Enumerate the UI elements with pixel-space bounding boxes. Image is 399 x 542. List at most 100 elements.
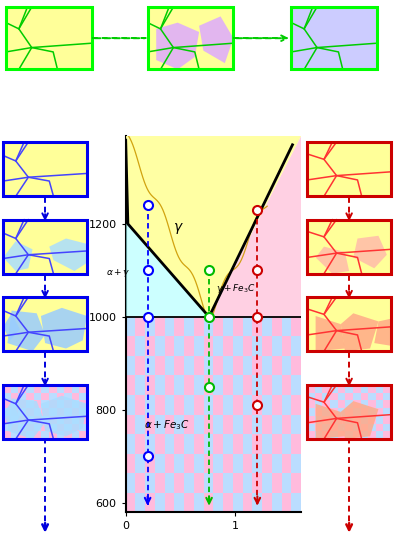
Bar xyxy=(145,376,155,395)
Bar xyxy=(184,376,194,395)
Bar xyxy=(26,385,34,392)
Bar xyxy=(18,431,26,439)
Bar xyxy=(307,220,391,274)
Bar xyxy=(155,376,165,395)
Bar xyxy=(272,434,282,454)
Bar xyxy=(155,473,165,493)
Bar xyxy=(135,493,145,512)
Bar xyxy=(368,431,376,439)
Bar xyxy=(57,392,64,401)
Bar xyxy=(174,415,184,434)
Bar xyxy=(165,434,174,454)
Polygon shape xyxy=(41,396,87,436)
Bar xyxy=(204,356,213,376)
Bar xyxy=(272,337,282,356)
Bar xyxy=(330,423,338,431)
Bar xyxy=(145,356,155,376)
Bar xyxy=(155,356,165,376)
Bar xyxy=(34,401,41,408)
Bar xyxy=(165,454,174,473)
Bar xyxy=(307,142,391,196)
Bar xyxy=(345,401,353,408)
Bar xyxy=(135,473,145,493)
Bar xyxy=(307,416,315,423)
Bar xyxy=(383,408,391,416)
Bar xyxy=(223,434,233,454)
Bar xyxy=(307,431,315,439)
Bar xyxy=(292,434,301,454)
Bar xyxy=(204,434,213,454)
Bar xyxy=(126,337,135,356)
Bar xyxy=(49,416,57,423)
Bar xyxy=(307,401,315,408)
Bar xyxy=(155,395,165,415)
Bar xyxy=(383,431,391,439)
Bar xyxy=(243,434,253,454)
Bar xyxy=(41,401,49,408)
Bar xyxy=(135,395,145,415)
Bar xyxy=(353,416,361,423)
Bar xyxy=(184,337,194,356)
Polygon shape xyxy=(199,16,233,63)
Bar xyxy=(291,7,377,69)
Bar xyxy=(3,142,87,196)
Bar xyxy=(282,317,292,337)
Bar xyxy=(213,317,223,337)
Bar xyxy=(368,423,376,431)
Bar xyxy=(49,392,57,401)
Bar xyxy=(330,392,338,401)
Bar xyxy=(11,416,18,423)
Bar xyxy=(345,416,353,423)
Bar xyxy=(233,356,243,376)
Bar xyxy=(233,454,243,473)
Bar xyxy=(34,423,41,431)
Bar xyxy=(184,454,194,473)
Bar xyxy=(213,473,223,493)
Bar xyxy=(64,416,72,423)
Bar xyxy=(345,385,353,392)
Bar xyxy=(292,454,301,473)
Bar xyxy=(41,416,49,423)
Bar xyxy=(243,356,253,376)
Polygon shape xyxy=(126,136,301,317)
Bar xyxy=(6,7,92,69)
Polygon shape xyxy=(374,319,391,346)
Bar xyxy=(253,493,262,512)
Bar xyxy=(330,385,338,392)
Bar xyxy=(292,493,301,512)
Bar xyxy=(26,392,34,401)
Bar xyxy=(18,401,26,408)
Bar xyxy=(223,473,233,493)
Bar xyxy=(368,408,376,416)
Bar xyxy=(174,356,184,376)
Polygon shape xyxy=(49,238,87,271)
Bar xyxy=(79,431,87,439)
Polygon shape xyxy=(41,308,87,349)
Bar xyxy=(145,473,155,493)
Bar xyxy=(368,401,376,408)
Bar xyxy=(18,408,26,416)
Bar xyxy=(34,392,41,401)
Bar xyxy=(194,493,204,512)
Bar xyxy=(155,454,165,473)
Bar xyxy=(72,392,79,401)
Bar xyxy=(233,493,243,512)
Bar xyxy=(243,337,253,356)
Bar xyxy=(282,337,292,356)
Bar xyxy=(233,376,243,395)
Bar xyxy=(11,392,18,401)
Bar xyxy=(194,434,204,454)
Bar xyxy=(272,376,282,395)
Bar xyxy=(361,385,368,392)
Bar xyxy=(253,395,262,415)
Bar xyxy=(204,415,213,434)
Bar xyxy=(213,493,223,512)
Bar xyxy=(126,415,135,434)
Bar xyxy=(213,395,223,415)
Bar xyxy=(376,431,383,439)
Bar xyxy=(223,415,233,434)
Bar xyxy=(243,376,253,395)
Bar xyxy=(223,317,233,337)
Bar xyxy=(165,493,174,512)
Bar xyxy=(155,493,165,512)
